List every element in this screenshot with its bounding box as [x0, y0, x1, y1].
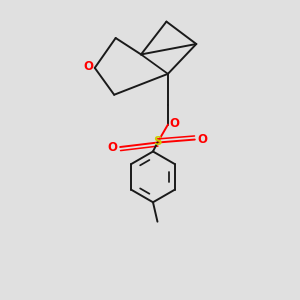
Text: S: S — [153, 134, 162, 148]
Text: O: O — [169, 117, 179, 130]
Text: O: O — [107, 140, 117, 154]
Text: O: O — [83, 60, 93, 73]
Text: O: O — [198, 133, 208, 146]
